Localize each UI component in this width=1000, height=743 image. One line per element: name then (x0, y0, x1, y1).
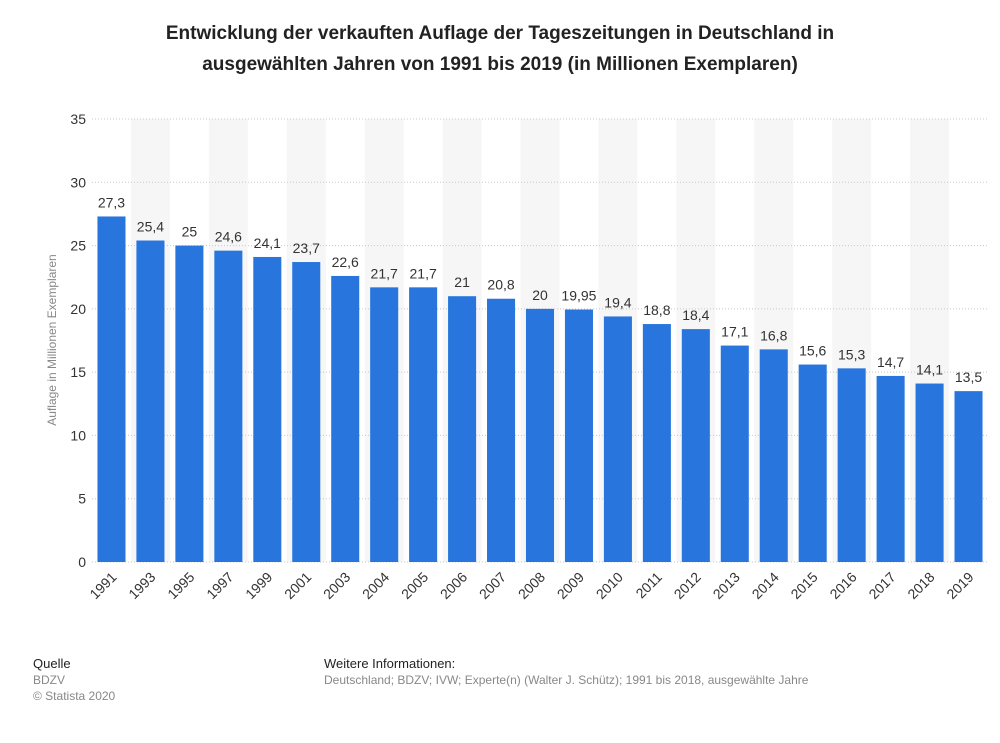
x-tick-label: 2009 (554, 569, 587, 602)
x-tick-label: 1991 (86, 569, 119, 602)
bar (876, 375, 905, 562)
y-tick-label: 15 (70, 364, 86, 380)
info-block: Weitere Informationen: Deutschland; BDZV… (324, 656, 808, 688)
x-tick-label: 2006 (437, 569, 470, 602)
bar (253, 256, 282, 562)
value-label: 20,8 (487, 277, 514, 293)
x-tick-label: 1999 (242, 569, 275, 602)
value-label: 19,4 (604, 294, 631, 310)
bar (603, 316, 632, 562)
value-label: 15,6 (799, 343, 826, 359)
value-label: 15,3 (838, 346, 865, 362)
bar (915, 383, 944, 562)
bar (409, 287, 438, 562)
x-tick-label: 1993 (125, 569, 158, 602)
x-tick-label: 2014 (749, 569, 782, 602)
value-label: 20 (532, 287, 548, 303)
x-tick-label: 2005 (398, 569, 431, 602)
x-tick-label: 2007 (476, 569, 509, 602)
bar (175, 245, 204, 563)
bar (759, 349, 788, 562)
y-tick-label: 30 (70, 174, 86, 190)
info-text: Deutschland; BDZV; IVW; Experte(n) (Walt… (324, 673, 809, 687)
source-block: Quelle BDZV © Statista 2020 (33, 656, 115, 704)
x-tick-label: 2011 (632, 569, 665, 602)
value-label: 19,95 (561, 287, 596, 303)
value-label: 14,7 (877, 354, 904, 370)
y-axis-label: Auflage in Millionen Exemplaren (45, 254, 59, 425)
y-tick-label: 25 (70, 238, 86, 254)
value-label: 22,6 (332, 254, 359, 270)
y-tick-label: 35 (70, 111, 86, 127)
x-tick-label: 2018 (904, 569, 937, 602)
chart-title-line-2: ausgewählten Jahren von 1991 bis 2019 (i… (202, 54, 798, 75)
x-tick-label: 1995 (164, 569, 197, 602)
value-label: 21,7 (371, 265, 398, 281)
bars (97, 216, 983, 563)
y-tick-label: 20 (70, 301, 86, 317)
x-tick-label: 2004 (359, 569, 392, 602)
value-label: 21 (454, 274, 470, 290)
bar (448, 296, 477, 562)
value-labels: 27,3 25,4 25 24,6 24,1 23,7 22,6 21,7 21,7 21 20,8… (98, 194, 983, 385)
bar (681, 329, 710, 562)
bar (487, 298, 516, 562)
bar (136, 240, 165, 562)
x-tick-label: 2016 (826, 569, 859, 602)
source-heading: Quelle (33, 656, 71, 671)
bar (642, 324, 671, 562)
bar (331, 275, 360, 562)
x-tick-label: 2012 (671, 569, 704, 602)
value-label: 24,6 (215, 229, 242, 245)
x-tick-label: 1997 (203, 569, 236, 602)
bar (525, 308, 555, 562)
value-label: 23,7 (293, 240, 320, 256)
value-label: 16,8 (760, 327, 787, 343)
value-label: 13,5 (955, 369, 982, 385)
value-label: 21,7 (410, 265, 437, 281)
value-label: 17,1 (721, 324, 748, 340)
value-label: 25 (182, 224, 198, 240)
info-heading: Weitere Informationen: (324, 656, 456, 671)
bar (370, 287, 399, 562)
chart-title: Entwicklung der verkauften Auflage der T… (60, 18, 940, 80)
y-axis-ticks: 0 5 10 15 20 25 30 35 (70, 111, 86, 570)
x-tick-label: 2010 (593, 569, 626, 602)
x-axis-ticks: 1991 1993 1995 1997 1999 2001 2003 2004 2005 2006… (86, 569, 977, 602)
value-label: 25,4 (137, 219, 164, 235)
x-tick-label: 2019 (943, 569, 976, 602)
x-tick-label: 2013 (710, 569, 743, 602)
value-label: 14,1 (916, 362, 943, 378)
x-tick-label: 2003 (320, 569, 353, 602)
x-tick-label: 2008 (515, 569, 548, 602)
bar (720, 345, 749, 562)
source-text: BDZV (33, 673, 66, 687)
bar (97, 216, 126, 562)
bar (954, 391, 983, 562)
x-tick-label: 2015 (787, 569, 820, 602)
y-tick-label: 0 (78, 554, 86, 570)
y-tick-label: 5 (78, 491, 86, 507)
value-label: 18,4 (682, 307, 709, 323)
bar (798, 364, 827, 562)
y-tick-label: 10 (70, 427, 86, 443)
value-label: 18,8 (643, 302, 670, 318)
copyright-text: © Statista 2020 (33, 689, 116, 703)
value-label: 27,3 (98, 194, 125, 210)
bar (214, 250, 243, 563)
bar (292, 262, 321, 562)
bar (837, 368, 866, 562)
x-tick-label: 2001 (281, 569, 314, 602)
bar (564, 309, 593, 562)
value-label: 24,1 (254, 235, 281, 251)
x-tick-label: 2017 (865, 569, 898, 602)
chart-title-line-1: Entwicklung der verkauften Auflage der T… (165, 23, 835, 44)
